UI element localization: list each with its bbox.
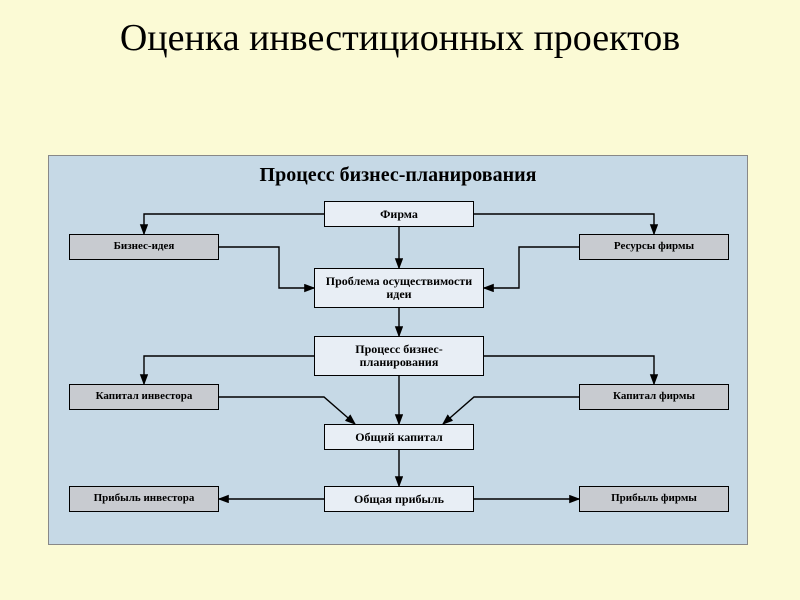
slide-title: Оценка инвестиционных проектов xyxy=(0,0,800,70)
diagram-panel: Процесс бизнес-планирования Фирма Бизнес-… xyxy=(48,155,748,545)
slide: Оценка инвестиционных проектов Процесс б… xyxy=(0,0,800,600)
node-firm: Фирма xyxy=(324,201,474,227)
node-profitinvestor: Прибыль инвестора xyxy=(69,486,219,512)
node-capinvestor: Капитал инвестора xyxy=(69,384,219,410)
node-capfirm: Капитал фирмы xyxy=(579,384,729,410)
diagram-title: Процесс бизнес-планирования xyxy=(49,164,747,187)
edge xyxy=(484,247,579,288)
node-totalprofit: Общая прибыль xyxy=(324,486,474,512)
node-problem: Проблема осуществимости идеи xyxy=(314,268,484,308)
edge xyxy=(474,214,654,234)
node-totalcap: Общий капитал xyxy=(324,424,474,450)
node-process: Процесс бизнес-планирования xyxy=(314,336,484,376)
edge xyxy=(144,214,324,234)
edge xyxy=(219,247,314,288)
edge xyxy=(144,356,314,384)
edge xyxy=(484,356,654,384)
edge xyxy=(219,397,355,424)
node-profitfirm: Прибыль фирмы xyxy=(579,486,729,512)
node-bizidea: Бизнес-идея xyxy=(69,234,219,260)
edge xyxy=(443,397,579,424)
node-resources: Ресурсы фирмы xyxy=(579,234,729,260)
